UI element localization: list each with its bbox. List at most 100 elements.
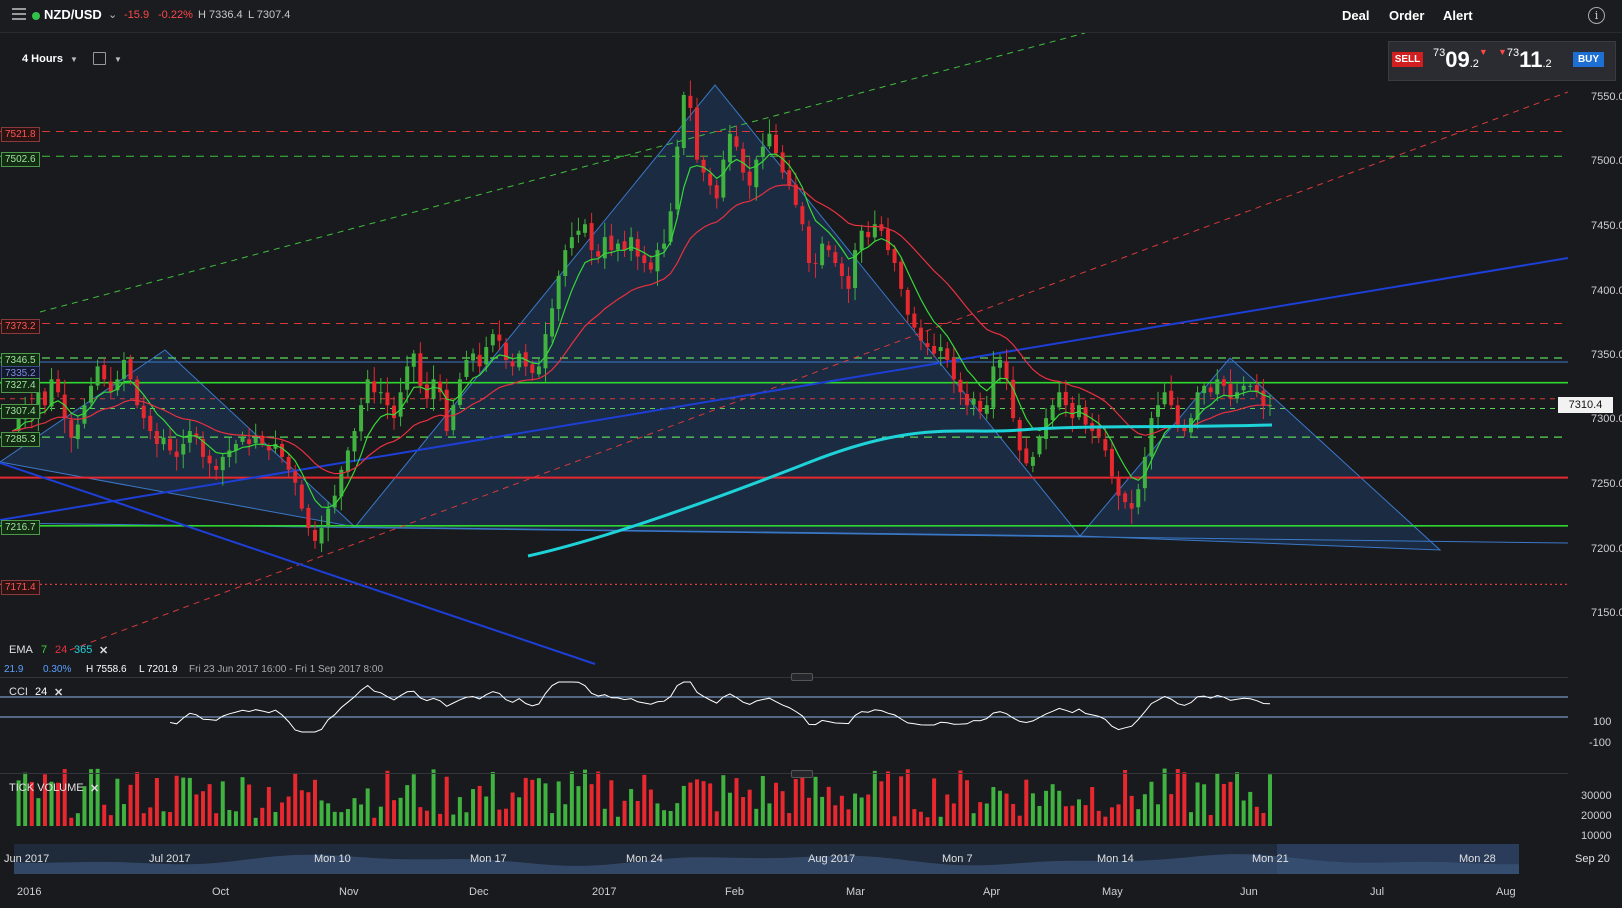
cci-close-icon[interactable]: ✕ bbox=[54, 687, 64, 699]
volume-bar bbox=[1063, 806, 1068, 826]
pattern-triangle bbox=[1078, 357, 1442, 551]
volume-bar bbox=[767, 803, 772, 826]
resize-handle[interactable] bbox=[791, 770, 813, 778]
candle-body bbox=[444, 389, 449, 432]
candle-body bbox=[372, 381, 377, 393]
deal-button[interactable]: Deal bbox=[1342, 8, 1370, 23]
candle-body bbox=[1248, 385, 1253, 387]
chart-type-icon[interactable] bbox=[93, 52, 106, 65]
candle-body bbox=[1004, 361, 1009, 380]
volume-bar bbox=[918, 811, 923, 826]
sell-button[interactable]: SELL bbox=[1392, 52, 1423, 67]
volume-bar bbox=[1004, 793, 1009, 826]
volume-bar bbox=[1228, 781, 1233, 826]
volume-bar bbox=[187, 777, 192, 826]
volume-bar bbox=[16, 780, 21, 826]
ema-lines bbox=[11, 153, 1273, 558]
level-label[interactable]: 7521.8 bbox=[1, 127, 40, 142]
order-button[interactable]: Order bbox=[1389, 8, 1425, 23]
level-label[interactable]: 7307.4 bbox=[1, 404, 40, 419]
alert-button[interactable]: Alert bbox=[1443, 8, 1473, 23]
dashed-trend-line bbox=[69, 91, 1569, 651]
sell-price[interactable]: 7309.2▼ bbox=[1433, 47, 1488, 73]
ema-365-line bbox=[527, 423, 1273, 558]
price-change-percent: -0.22% bbox=[158, 9, 193, 21]
volume-bar bbox=[405, 785, 410, 826]
level-label[interactable]: 7373.2 bbox=[1, 319, 40, 334]
volume-bar bbox=[312, 779, 317, 826]
candle-body bbox=[530, 364, 535, 373]
candle-body bbox=[569, 237, 574, 249]
candle-body bbox=[378, 392, 383, 394]
resize-handle[interactable] bbox=[791, 673, 813, 681]
volume-bar bbox=[899, 776, 904, 826]
level-label[interactable]: 7327.4 bbox=[1, 378, 40, 393]
level-label[interactable]: 7216.7 bbox=[1, 520, 40, 535]
candle-body bbox=[260, 435, 265, 444]
candle-body bbox=[583, 224, 588, 233]
buy-button[interactable]: BUY bbox=[1573, 52, 1604, 67]
candle-body bbox=[365, 379, 370, 404]
candle-body bbox=[727, 133, 732, 163]
ema-low: L 7201.9 bbox=[139, 664, 178, 675]
volume-bar bbox=[576, 786, 581, 826]
x-tick: Jul 2017 bbox=[149, 853, 191, 865]
y-tick: 7450.0 bbox=[1591, 220, 1622, 232]
volume-bar bbox=[550, 813, 555, 826]
price-chart[interactable] bbox=[0, 33, 1622, 908]
candle-body bbox=[1103, 439, 1108, 451]
volume-bar bbox=[694, 779, 699, 826]
volume-bar bbox=[1221, 784, 1226, 826]
volume-bar bbox=[102, 804, 107, 826]
candle-body bbox=[431, 379, 436, 400]
level-label[interactable]: 7171.4 bbox=[1, 580, 40, 595]
volume-bar bbox=[1241, 800, 1246, 826]
candle-body bbox=[615, 243, 620, 250]
volume-bar bbox=[214, 813, 219, 826]
cci-indicator-name[interactable]: CCI bbox=[9, 686, 28, 698]
candle-body bbox=[701, 159, 706, 173]
chart-type-caret-icon[interactable]: ▼ bbox=[114, 55, 122, 64]
candle-body bbox=[484, 347, 489, 365]
candle-body bbox=[82, 405, 87, 424]
session-low: L 7307.4 bbox=[248, 9, 291, 21]
ema-period-24: 24 bbox=[55, 644, 68, 656]
buy-price[interactable]: ▼7311.2 bbox=[1498, 47, 1552, 73]
candle-body bbox=[16, 418, 21, 432]
ema-close-icon[interactable]: ✕ bbox=[99, 645, 109, 657]
candle-body bbox=[280, 444, 285, 457]
menu-icon[interactable] bbox=[12, 8, 26, 20]
candle-body bbox=[1215, 379, 1220, 395]
volume-bar bbox=[260, 807, 265, 826]
volume-bar bbox=[563, 804, 568, 826]
volume-bar bbox=[912, 809, 917, 826]
timeframe-selector[interactable]: 4 Hours bbox=[22, 53, 63, 65]
volume-bar bbox=[602, 808, 607, 826]
volume-bar bbox=[1202, 784, 1207, 826]
candle-body bbox=[503, 342, 508, 360]
candle-body bbox=[69, 420, 74, 438]
volume-indicator-name[interactable]: TICK VOLUME bbox=[9, 782, 84, 794]
candle-body bbox=[747, 171, 752, 186]
info-icon[interactable]: i bbox=[1588, 7, 1605, 24]
ema-indicator-name[interactable]: EMA bbox=[9, 644, 33, 656]
volume-bar bbox=[62, 769, 67, 826]
navigator-tick: Nov bbox=[339, 886, 359, 898]
y-tick: 7550.0 bbox=[1591, 91, 1622, 103]
volume-bar bbox=[471, 789, 476, 826]
cci-plot bbox=[0, 681, 1568, 733]
navigator-area[interactable] bbox=[14, 844, 1519, 874]
timeframe-caret-icon[interactable]: ▼ bbox=[70, 55, 78, 64]
volume-bar bbox=[1136, 809, 1141, 826]
cci-lower-level: -100 bbox=[1589, 737, 1612, 749]
volume-close-icon[interactable]: ✕ bbox=[90, 783, 100, 795]
instrument-symbol[interactable]: NZD/USD bbox=[44, 7, 102, 22]
volume-bar bbox=[648, 789, 653, 826]
candle-body bbox=[326, 508, 331, 527]
candle-body bbox=[1057, 392, 1062, 408]
chevron-down-icon[interactable]: ⌄ bbox=[108, 9, 118, 21]
level-label[interactable]: 7502.6 bbox=[1, 152, 40, 167]
candle-body bbox=[411, 353, 416, 367]
level-label[interactable]: 7285.3 bbox=[1, 432, 40, 447]
volume-bar bbox=[609, 780, 614, 826]
